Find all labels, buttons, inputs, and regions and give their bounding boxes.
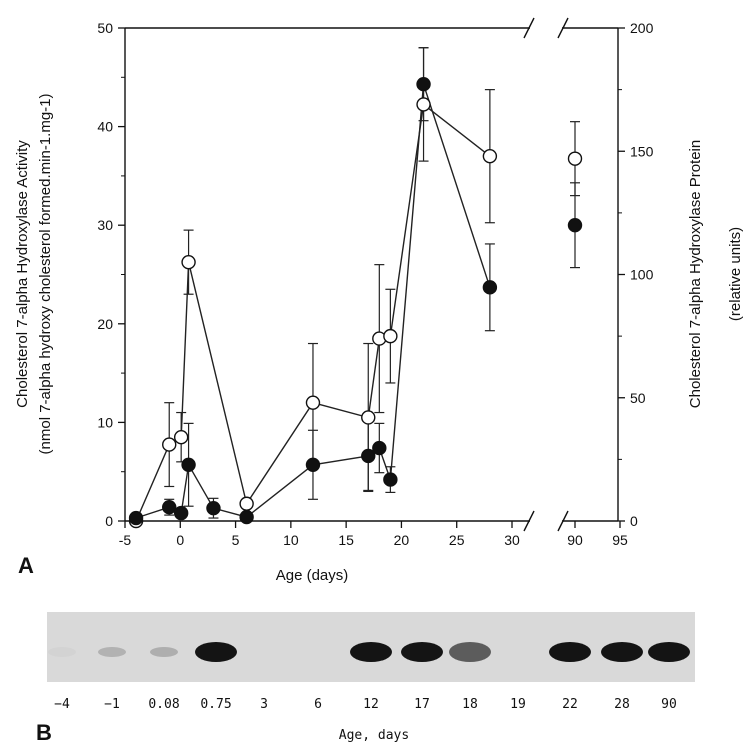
x-tick-label: 15 bbox=[338, 532, 354, 548]
x-axis-title: Age (days) bbox=[276, 567, 349, 584]
blot-lane-label: 22 bbox=[562, 697, 578, 712]
error-bars bbox=[131, 47, 580, 522]
x-tick-label: 30 bbox=[504, 532, 520, 548]
blot-lane-label: 3 bbox=[260, 697, 268, 712]
data-point-open bbox=[482, 148, 498, 164]
axis-break-mark bbox=[557, 510, 569, 532]
blot-band bbox=[601, 642, 643, 662]
y-right-tick-label: 200 bbox=[630, 20, 654, 36]
x-tick-label: 0 bbox=[176, 532, 184, 548]
panel-label-b: B bbox=[36, 720, 52, 744]
data-point-filled bbox=[181, 457, 196, 472]
blot-lane-label: 18 bbox=[462, 697, 478, 712]
tick-labels: 0 10 20 30 40 50 0 50 100 150 200 -5 0 5 10 15 20 25 30 90 9… bbox=[97, 20, 653, 548]
data-point-filled bbox=[482, 280, 498, 295]
y-axis-left-title-line1: Cholesterol 7-alpha Hydroxylase Activity bbox=[14, 140, 31, 408]
y-axis-right-title-line2: (relative units) bbox=[727, 227, 744, 321]
data-point-filled bbox=[416, 77, 431, 92]
y-left-tick-label: 20 bbox=[97, 316, 113, 332]
blot-band bbox=[350, 642, 392, 662]
blot-band bbox=[195, 642, 237, 662]
blot-lane-label: 28 bbox=[614, 697, 630, 712]
data-point-filled bbox=[162, 499, 177, 515]
y-right-tick-label: 0 bbox=[630, 513, 638, 529]
data-point-open bbox=[305, 395, 321, 410]
axis-break-mark bbox=[523, 510, 535, 532]
y-right-tick-label: 100 bbox=[630, 267, 654, 283]
data-point-open bbox=[567, 151, 583, 166]
blot-lane-label: 17 bbox=[414, 697, 430, 712]
data-point-open bbox=[416, 97, 431, 112]
x-tick-label: 25 bbox=[449, 532, 465, 548]
blot-lane-label: 90 bbox=[661, 697, 677, 712]
panel-a-plot: 0 10 20 30 40 50 0 50 100 150 200 -5 0 5 10 15 20 25 30 90 9… bbox=[97, 17, 654, 548]
data-point-filled bbox=[128, 510, 144, 526]
y-left-tick-label: 30 bbox=[97, 217, 113, 233]
blot-band bbox=[449, 642, 491, 662]
y-left-tick-label: 50 bbox=[97, 20, 113, 36]
blot-bands bbox=[48, 642, 690, 662]
y-left-tick-label: 0 bbox=[105, 513, 113, 529]
panel-label-a: A bbox=[18, 553, 34, 578]
data-point-filled bbox=[173, 505, 189, 521]
x-tick-label: 95 bbox=[612, 532, 628, 548]
y-axis-right-title-line1: Cholesterol 7-alpha Hydroxylase Protein bbox=[687, 140, 704, 408]
axis-break-mark bbox=[557, 17, 569, 39]
data-point-open bbox=[361, 410, 376, 425]
blot-lane-label: 0.08 bbox=[148, 697, 179, 712]
blot-band bbox=[150, 647, 178, 657]
data-point-open bbox=[239, 496, 254, 511]
y-right-tick-label: 150 bbox=[630, 143, 654, 159]
data-point-filled bbox=[567, 217, 583, 233]
data-point-filled bbox=[239, 509, 254, 525]
blot-lane-labels: −4 −1 0.08 0.75 3 6 12 17 18 19 22 28 90 bbox=[54, 697, 677, 712]
blot-band bbox=[549, 642, 591, 662]
data-point-filled bbox=[383, 472, 398, 487]
y-left-tick-label: 40 bbox=[97, 119, 113, 135]
data-point-open bbox=[173, 429, 189, 445]
blot-band bbox=[98, 647, 126, 657]
blot-lane-label: 6 bbox=[314, 697, 322, 712]
data-point-open bbox=[162, 437, 177, 452]
blot-x-axis-title: Age, days bbox=[339, 728, 409, 743]
x-tick-label: -5 bbox=[119, 532, 132, 548]
y-right-tick-label: 50 bbox=[630, 390, 646, 406]
data-point-filled bbox=[206, 500, 221, 516]
data-point-filled bbox=[372, 440, 387, 456]
data-point-filled bbox=[305, 457, 321, 472]
blot-lane-label: 12 bbox=[363, 697, 379, 712]
western-blot: −4 −1 0.08 0.75 3 6 12 17 18 19 22 28 90 bbox=[47, 612, 695, 712]
y-left-tick-label: 10 bbox=[97, 414, 113, 430]
data-point-filled bbox=[361, 448, 376, 464]
data-point-open bbox=[181, 254, 196, 270]
axes bbox=[118, 17, 625, 532]
blot-band bbox=[401, 642, 443, 662]
data-point-open bbox=[383, 328, 398, 344]
x-tick-label: 5 bbox=[232, 532, 240, 548]
series-markers bbox=[128, 77, 583, 529]
blot-lane-label: 19 bbox=[510, 697, 526, 712]
blot-lane-label: 0.75 bbox=[200, 697, 231, 712]
blot-lane-label: −4 bbox=[54, 697, 70, 712]
x-tick-label: 10 bbox=[283, 532, 299, 548]
axis-break-mark bbox=[523, 17, 535, 39]
blot-band bbox=[648, 642, 690, 662]
blot-lane-label: −1 bbox=[104, 697, 120, 712]
blot-band bbox=[48, 647, 76, 657]
x-tick-label: 90 bbox=[567, 532, 583, 548]
y-axis-left-title-line2: (nmol 7-alpha hydroxy cholesterol formed… bbox=[37, 94, 54, 455]
x-tick-label: 20 bbox=[394, 532, 410, 548]
